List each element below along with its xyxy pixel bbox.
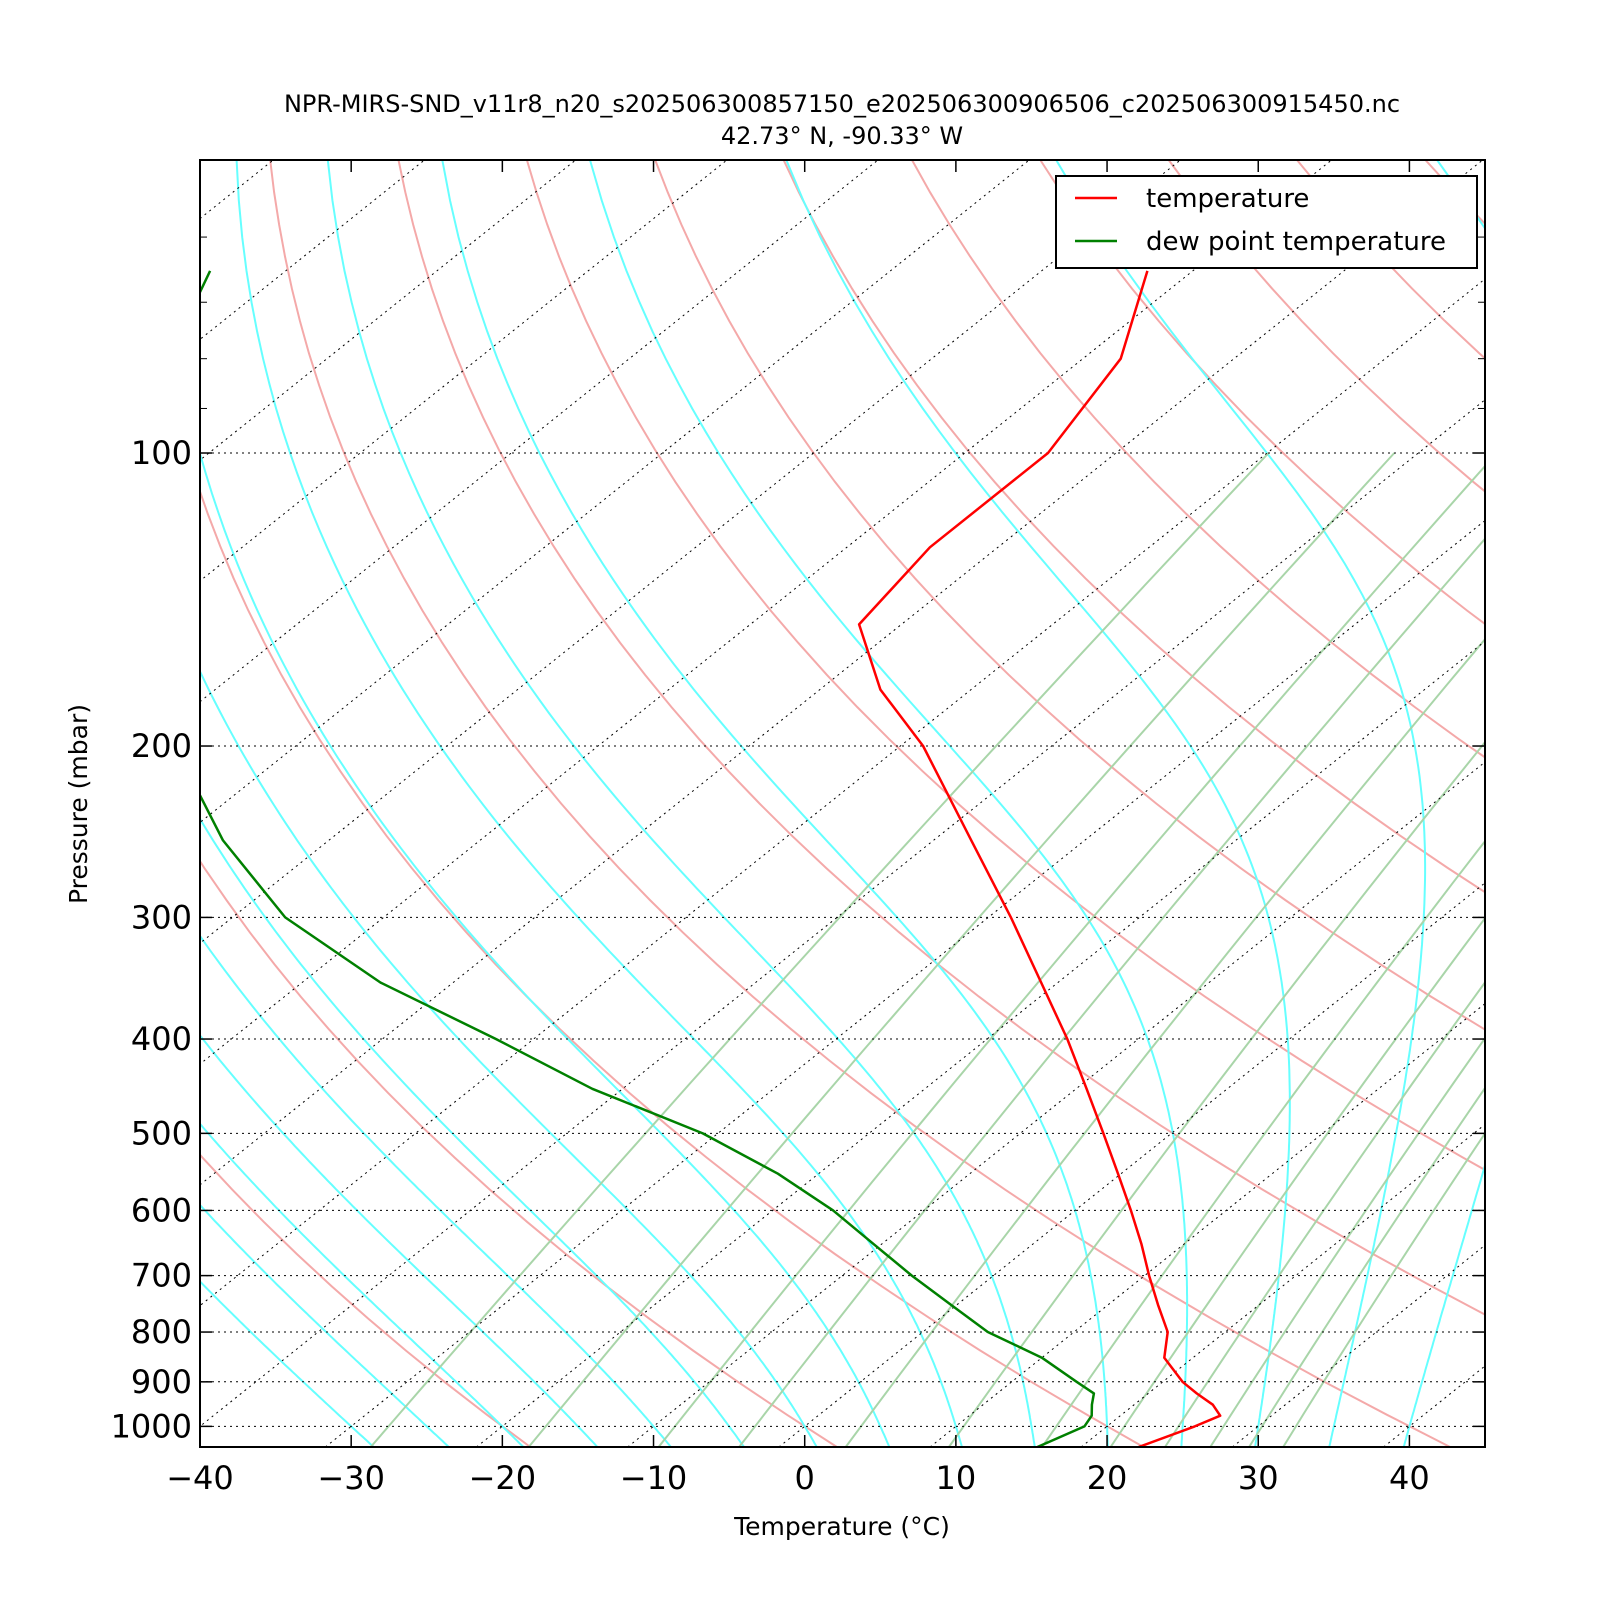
moist-adiabat bbox=[235, 160, 963, 1447]
mixing-ratio-line bbox=[657, 464, 1485, 1447]
dry-adiabats bbox=[200, 160, 1600, 1447]
moist-adiabat bbox=[1402, 160, 1485, 1447]
chart-subtitle: 42.73° N, -90.33° W bbox=[721, 122, 963, 150]
mixing-ratio-line bbox=[1164, 980, 1485, 1447]
isotherm bbox=[778, 882, 1485, 1447]
moist-adiabat bbox=[200, 669, 818, 1447]
dry-adiabat bbox=[1424, 160, 1485, 226]
chart-title: NPR-MIRS-SND_v11r8_n20_s202506300857150_… bbox=[284, 90, 1400, 118]
mixing-ratio-line bbox=[1248, 1086, 1485, 1447]
x-tick-label: 20 bbox=[1087, 1459, 1128, 1497]
x-tick-label: 0 bbox=[795, 1459, 815, 1497]
legend-box bbox=[1055, 175, 1478, 269]
moist-adiabat bbox=[200, 934, 672, 1447]
y-tick-label: 900 bbox=[131, 1363, 192, 1401]
isotherm bbox=[929, 1003, 1485, 1447]
mixing-ratio-line bbox=[844, 637, 1485, 1447]
moist-adiabat bbox=[1055, 160, 1427, 1447]
moist-adiabat bbox=[589, 160, 1189, 1447]
dry-adiabat bbox=[782, 160, 1485, 894]
mixing-ratio-line bbox=[527, 452, 1396, 1447]
isotherm bbox=[200, 160, 879, 703]
isotherm bbox=[1080, 1123, 1485, 1447]
isotherm bbox=[200, 399, 1485, 1428]
y-tick-label: 400 bbox=[131, 1020, 192, 1058]
x-axis: −40 −30 −20 −10 0 10 20 30 40 bbox=[166, 160, 1430, 1497]
mixing-ratio-line bbox=[738, 537, 1485, 1447]
y-tick-label: 1000 bbox=[111, 1407, 192, 1445]
mixing-ratio-line bbox=[1282, 1131, 1485, 1447]
moist-adiabat bbox=[441, 160, 1109, 1447]
moist-adiabat bbox=[200, 1033, 599, 1447]
isotherm bbox=[325, 519, 1485, 1447]
y-tick-label: 700 bbox=[131, 1257, 192, 1295]
y-tick-label: 200 bbox=[131, 727, 192, 765]
dry-adiabat bbox=[1167, 160, 1485, 493]
dry-adiabat bbox=[654, 160, 1485, 1031]
y-tick-label: 300 bbox=[131, 898, 192, 936]
dry-adiabat bbox=[200, 488, 1144, 1447]
isotherms bbox=[200, 160, 1485, 1447]
dry-adiabat bbox=[200, 859, 838, 1447]
x-axis-label: Temperature (°C) bbox=[733, 1512, 950, 1541]
mixing-ratio-line bbox=[1041, 839, 1485, 1447]
isotherm bbox=[1383, 1365, 1485, 1447]
x-tick-label: −30 bbox=[317, 1459, 385, 1497]
legend-temperature-label: temperature bbox=[1146, 184, 1309, 214]
isotherm bbox=[200, 160, 1030, 824]
moist-adiabat bbox=[326, 160, 1036, 1447]
dry-adiabat bbox=[397, 160, 1485, 1316]
y-axis: 100 200 300 400 500 600 700 800 900 1000 bbox=[111, 236, 1485, 1445]
dry-adiabat bbox=[525, 160, 1485, 1172]
isotherm bbox=[200, 160, 1181, 944]
isotherm bbox=[200, 160, 1484, 1186]
isotherm bbox=[627, 761, 1485, 1447]
data-series bbox=[200, 270, 1222, 1447]
y-tick-label: 600 bbox=[131, 1191, 192, 1229]
x-tick-label: −40 bbox=[166, 1459, 234, 1497]
x-tick-label: 10 bbox=[936, 1459, 977, 1497]
moist-adiabat bbox=[200, 1280, 375, 1447]
moist-adiabats bbox=[200, 160, 1485, 1447]
y-tick-label: 500 bbox=[131, 1114, 192, 1152]
legend: temperature dew point temperature bbox=[1055, 175, 1478, 269]
dry-adiabat bbox=[1554, 160, 1600, 1447]
y-tick-label: 100 bbox=[131, 434, 192, 472]
dewpoint-line bbox=[200, 270, 1096, 1447]
mixing-ratio-line bbox=[1109, 916, 1485, 1447]
dry-adiabat bbox=[1039, 160, 1485, 626]
dry-adiabat bbox=[200, 1153, 531, 1447]
moist-adiabat bbox=[200, 1203, 450, 1447]
x-tick-label: −20 bbox=[469, 1459, 537, 1497]
plot-frame bbox=[199, 159, 1486, 1448]
moist-adiabat bbox=[785, 160, 1291, 1447]
plot-area bbox=[200, 160, 1600, 1447]
isotherm bbox=[200, 160, 274, 220]
moist-adiabat bbox=[200, 817, 745, 1447]
isotherm bbox=[200, 278, 1485, 1307]
temperature-line bbox=[857, 270, 1222, 1447]
mixing-ratio-line bbox=[369, 452, 1270, 1447]
legend-dewpoint-label: dew point temperature bbox=[1146, 227, 1446, 257]
dry-adiabat bbox=[911, 160, 1485, 759]
x-tick-label: 30 bbox=[1238, 1459, 1279, 1497]
moist-adiabat bbox=[200, 449, 891, 1447]
mixing-ratio-line bbox=[948, 740, 1485, 1447]
dry-adiabat bbox=[269, 160, 1451, 1447]
dry-adiabat bbox=[1296, 160, 1485, 360]
pressure-gridlines bbox=[200, 452, 1485, 1427]
x-tick-label: 40 bbox=[1389, 1459, 1430, 1497]
mixing-ratio-line bbox=[1209, 1036, 1485, 1447]
mixing-ratio-lines bbox=[369, 452, 1485, 1447]
isotherm bbox=[476, 640, 1485, 1447]
moist-adiabat bbox=[200, 1122, 525, 1447]
x-tick-label: −10 bbox=[620, 1459, 688, 1497]
y-tick-label: 800 bbox=[131, 1313, 192, 1351]
isotherm bbox=[1232, 1244, 1485, 1447]
y-axis-label: Pressure (mbar) bbox=[64, 704, 93, 904]
